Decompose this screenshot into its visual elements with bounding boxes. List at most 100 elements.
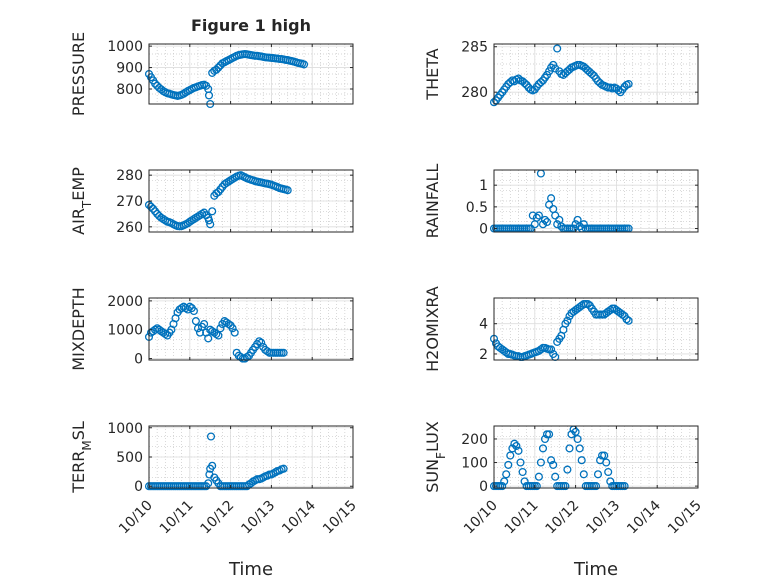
data-point [536,78,545,87]
data-point [181,304,190,313]
data-point [534,472,543,481]
data-point [624,79,633,89]
subplot-h2omixra: 2 4 H2OMIXRA [423,286,699,372]
subplot-pressure: 800 900 1000 PRESSURE [69,32,354,116]
data-point [230,328,239,337]
data-point [204,334,213,343]
axes-box [493,425,699,489]
x-tick-label: 10/12 [198,498,238,538]
y-tick-label: 1 [479,178,488,194]
data-point [538,220,548,229]
subplot-mixdepth: 0 1000 2000 MIXDEPTH [69,287,354,371]
data-point [212,329,221,339]
y-tick-label: 200 [461,432,488,448]
data-point [547,345,556,354]
axes-box [493,43,699,105]
subplot-sun-flux: 0 100 200 10/10 10/11 10/12 10/13 10/14 10/15 SUN… [423,421,705,537]
y-axis-label: MIXDEPTH [69,287,88,370]
subplot-air-temp: 260 270 280 AIRTEMP [69,167,354,236]
data-point [226,176,235,185]
data-point [216,324,225,333]
y-tick-label: 900 [116,61,143,77]
data-point [624,316,633,325]
data-point [146,202,156,211]
data-point [577,456,586,465]
data-point [604,467,613,477]
data-point [591,482,601,491]
data-point [540,434,550,444]
x-tick-label: 10/12 [543,498,583,538]
data-point [538,444,548,453]
y-axis-label: AIRTEMP [69,167,94,235]
data-point [606,477,615,486]
data-point [563,465,572,474]
x-tick-label: 10/11 [502,498,542,538]
data-point [212,65,221,74]
data-point [606,306,615,315]
data-point [579,470,588,479]
data-point [279,348,288,357]
data-point [193,324,203,333]
data-point [159,215,168,224]
data-point [185,302,194,311]
data-point [551,211,560,220]
data-point [602,458,611,467]
data-point [185,217,194,226]
figure-title: Figure 1 high [191,16,311,35]
data-point [542,217,552,227]
axes-box [148,297,354,361]
data-point [600,451,609,460]
data-point [514,446,523,455]
y-tick-label: 0 [134,352,143,368]
data-point [528,211,537,220]
data-point [506,451,515,460]
data-point [204,479,213,488]
data-point [255,337,264,346]
data-point [532,482,541,491]
y-tick-label: 4 [479,317,488,333]
data-point [189,215,198,224]
data-point [214,331,223,340]
data-point [204,216,214,225]
y-tick-label: 1000 [107,323,143,339]
y-tick-label: 2000 [107,294,143,310]
data-point [257,338,266,347]
data-point [618,310,627,319]
y-tick-label: 280 [461,85,488,101]
axes-box [148,43,354,105]
axes-box [493,297,699,361]
y-tick-label: 800 [116,82,143,98]
data-point [545,430,554,439]
data-point [620,482,629,491]
data-point [567,430,576,439]
data-point [228,324,237,333]
subplot-rainfall: 0 0.5 1 RAINFALL [423,164,699,238]
y-axis-label: H2OMIXRA [423,286,442,372]
data-point [536,458,545,467]
data-point [504,460,513,469]
data-point [206,220,215,229]
data-point [520,79,529,88]
y-tick-label: 260 [116,220,143,236]
data-point [614,86,623,95]
data-point [220,180,229,189]
data-point [553,44,562,53]
data-point [510,439,519,448]
data-point [299,60,309,69]
data-point [224,319,233,329]
data-point [575,444,584,453]
data-point [563,316,572,325]
data-point [161,329,170,339]
data-point [583,299,592,309]
data-point [534,211,543,220]
x-tick-label: 10/13 [583,498,623,538]
data-point [191,317,200,326]
data-point [579,220,588,229]
subplot-terr-msl: 0 500 1000 10/10 10/11 10/12 10/13 10/14 10/15 TE… [69,421,360,538]
x-tick-label: 10/14 [279,497,319,537]
subplot-theta: 280 285 THETA [423,40,699,107]
time-axis-label-left: Time [228,559,273,580]
data-point [547,194,556,203]
data-point [532,213,541,222]
x-tick-label: 10/15 [320,498,360,538]
